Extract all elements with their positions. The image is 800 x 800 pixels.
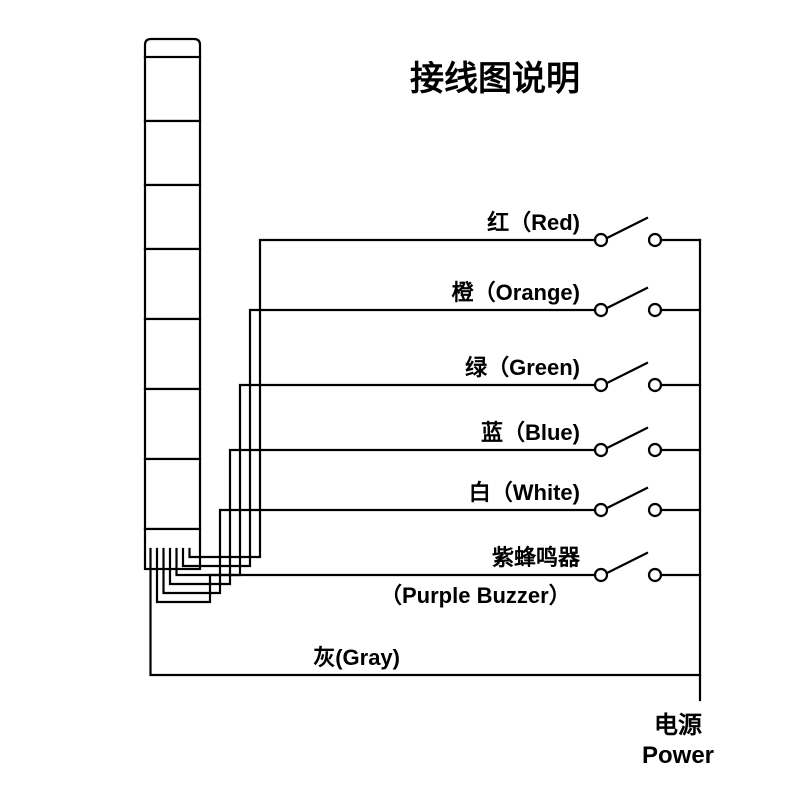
tower-segment (145, 389, 200, 459)
wire-label: 紫蜂鸣器 (492, 545, 581, 570)
switch-arm (607, 288, 647, 308)
wire-label-gray: 灰(Gray) (313, 645, 400, 670)
switch-terminal (595, 304, 607, 316)
wire-label: 红（Red) (487, 210, 580, 235)
switch-terminal (595, 379, 607, 391)
tower-segment (145, 459, 200, 529)
wire-label: 白（White) (469, 480, 580, 505)
switch-terminal (595, 504, 607, 516)
switch-terminal (649, 504, 661, 516)
switch-arm (607, 428, 647, 448)
power-label-cn: 电源 (654, 712, 702, 739)
wiring-diagram: 接线图说明红（Red) 橙（Orange) 绿（Green) 蓝（Blue) 白（Whi… (0, 0, 800, 800)
tower-segment (145, 319, 200, 389)
wire-label-sub: （Purple Buzzer） (380, 583, 571, 608)
diagram-title: 接线图说明 (410, 60, 580, 98)
switch-terminal (595, 234, 607, 246)
tower-segment (145, 249, 200, 319)
switch-terminal (649, 379, 661, 391)
switch-arm (607, 553, 647, 573)
switch-arm (607, 488, 647, 508)
power-label-en: Power (642, 742, 714, 769)
tower-segment (145, 529, 200, 569)
switch-terminal (595, 444, 607, 456)
switch-terminal (649, 444, 661, 456)
switch-arm (607, 218, 647, 238)
switch-arm (607, 363, 647, 383)
tower-cap (145, 39, 200, 57)
switch-terminal (649, 569, 661, 581)
switch-terminal (595, 569, 607, 581)
wire-label: 绿（Green) (465, 355, 580, 380)
tower-segment (145, 57, 200, 121)
switch-terminal (649, 234, 661, 246)
tower-segment (145, 185, 200, 249)
switch-terminal (649, 304, 661, 316)
tower-segment (145, 121, 200, 185)
wire-label: 橙（Orange) (452, 280, 580, 305)
wire-label: 蓝（Blue) (481, 420, 580, 445)
